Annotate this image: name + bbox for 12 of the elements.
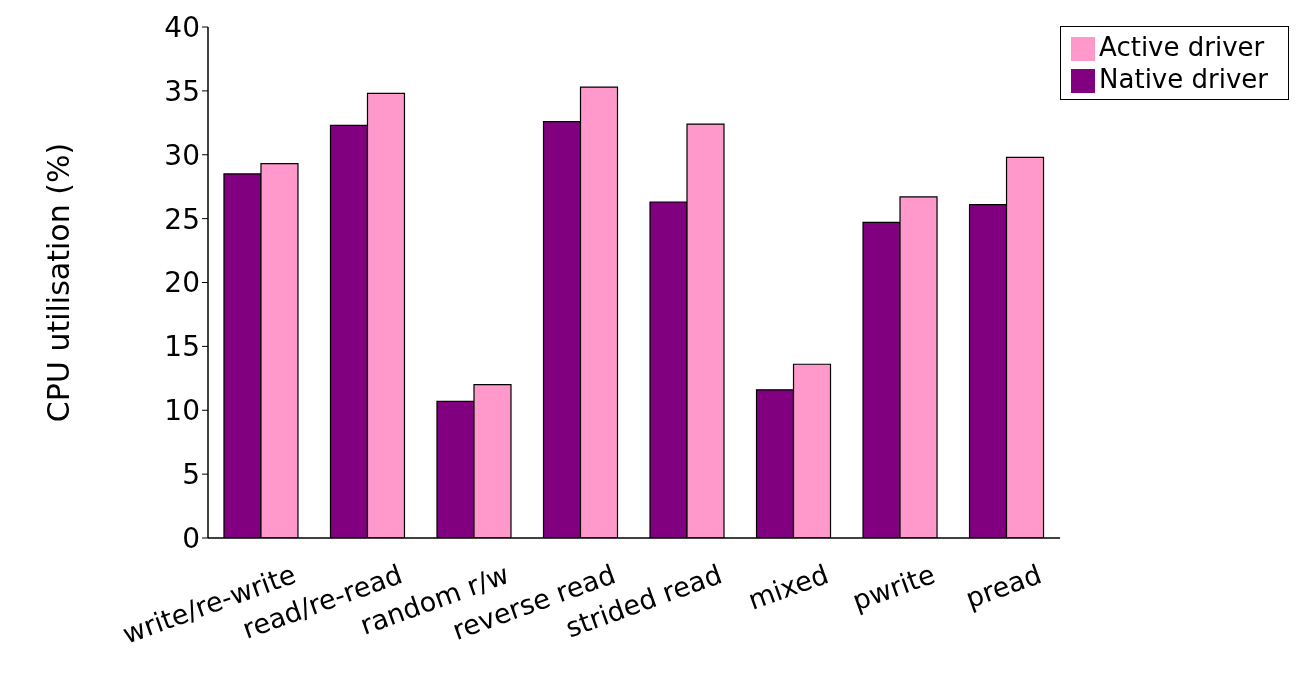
y-tick-label: 5 (182, 458, 200, 492)
legend-label: Native driver (1099, 64, 1268, 94)
y-tick-label: 35 (164, 74, 200, 108)
legend-label: Active driver (1099, 32, 1265, 62)
y-tick-label: 15 (164, 330, 200, 364)
y-axis-title: CPU utilisation (%) (40, 142, 76, 423)
y-tick-label: 25 (164, 202, 200, 236)
y-tick-label: 0 (182, 521, 200, 555)
y-tick-label: 30 (164, 138, 200, 172)
y-tick-label: 20 (164, 266, 200, 300)
y-tick-label: 10 (164, 394, 200, 428)
y-tick-label: 40 (164, 10, 200, 44)
